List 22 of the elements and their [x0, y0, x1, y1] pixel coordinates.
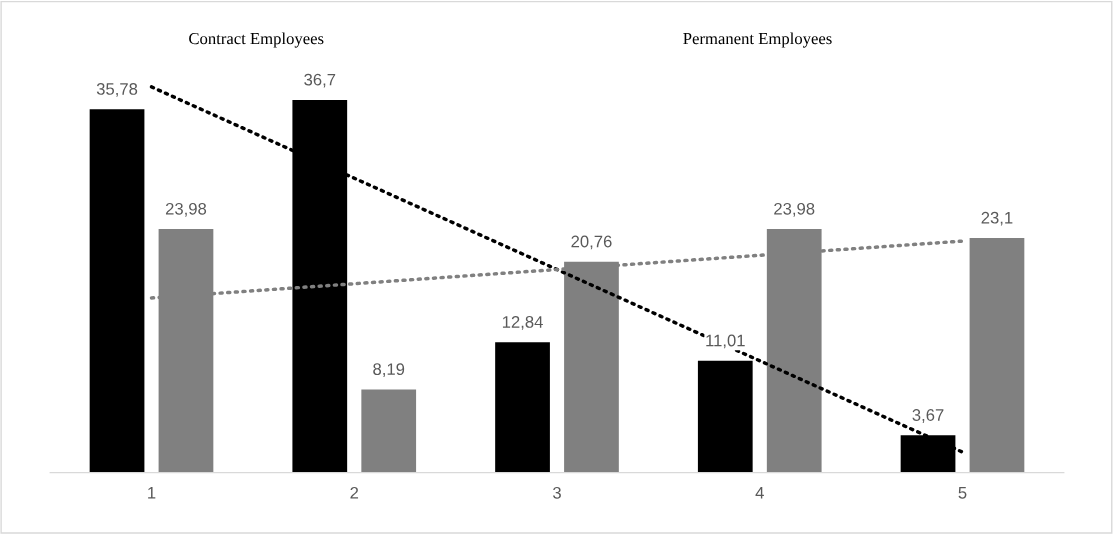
data-label: 35,78 [96, 83, 138, 97]
x-tick-label: 4 [755, 487, 764, 499]
x-tick-label: 2 [350, 486, 359, 499]
bar [89, 109, 145, 473]
data-label: 11,01 [706, 334, 745, 349]
data-label: 3,67 [912, 409, 944, 423]
bar [697, 360, 753, 473]
bar [495, 342, 550, 473]
x-tick-label: 3 [553, 486, 561, 499]
data-label: 8,19 [373, 363, 405, 377]
data-label: 12,84 [502, 316, 543, 330]
data-label: 36,7 [304, 73, 336, 88]
data-label: 23,98 [774, 202, 815, 217]
data-label: 23,98 [165, 202, 207, 217]
data-label: 23,1 [981, 211, 1013, 226]
x-tick-label: 5 [958, 487, 967, 499]
bar [361, 389, 417, 473]
text: Permanent Employees [683, 32, 832, 48]
text: Contract Employees [189, 32, 324, 48]
bar [969, 238, 1025, 473]
data-label: 20,76 [571, 235, 612, 250]
x-tick-label: 1 [148, 487, 156, 499]
